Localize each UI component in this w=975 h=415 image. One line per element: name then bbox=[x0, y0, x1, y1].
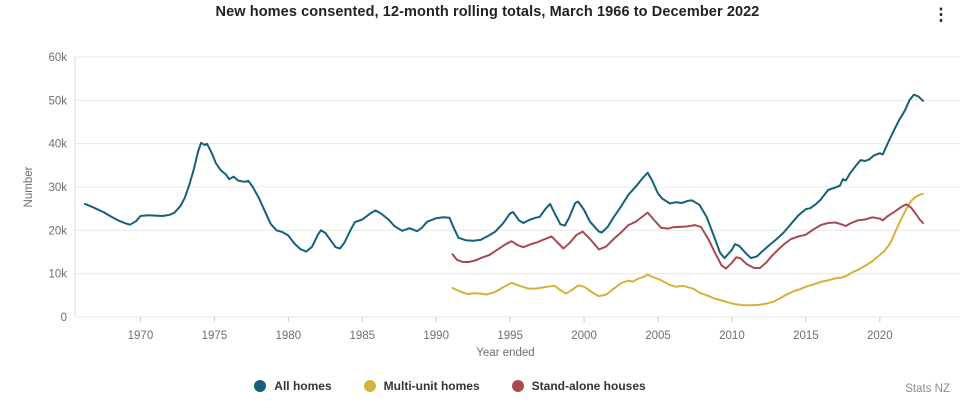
x-axis-title: Year ended bbox=[476, 347, 534, 359]
x-tick-label: 1985 bbox=[349, 330, 375, 342]
y-tick-label: 50k bbox=[48, 95, 67, 107]
multi-unit-homes-dot-icon bbox=[363, 380, 376, 392]
x-tick-label: 1970 bbox=[128, 330, 154, 342]
y-axis-title: Number bbox=[23, 166, 35, 207]
stand-alone-houses-dot-icon bbox=[511, 380, 524, 392]
x-tick-label: 2015 bbox=[793, 330, 819, 342]
chart-legend: All homes Multi-unit homes Stand-alone h… bbox=[0, 379, 900, 393]
legend-item-multi-unit-homes[interactable]: Multi-unit homes bbox=[363, 379, 480, 393]
y-tick-label: 30k bbox=[48, 182, 67, 194]
y-tick-label: 60k bbox=[48, 52, 67, 64]
legend-label: Stand-alone houses bbox=[531, 379, 646, 393]
chart-title: New homes consented, 12-month rolling to… bbox=[215, 4, 760, 20]
x-tick-label: 1990 bbox=[423, 330, 449, 342]
series-line-multi-unit-homes bbox=[451, 192, 924, 307]
y-tick-label: 0 bbox=[61, 312, 67, 324]
series-line-all-homes bbox=[84, 93, 924, 260]
y-tick-label: 10k bbox=[48, 269, 67, 281]
x-tick-label: 2005 bbox=[645, 330, 671, 342]
legend-item-stand-alone-houses[interactable]: Stand-alone houses bbox=[511, 379, 646, 393]
kebab-menu-icon[interactable]: ⋮ bbox=[932, 5, 950, 24]
y-tick-label: 40k bbox=[48, 139, 67, 151]
all-homes-dot-icon bbox=[254, 380, 267, 392]
legend-label: All homes bbox=[274, 379, 332, 393]
x-tick-label: 2020 bbox=[867, 330, 893, 342]
legend-item-all-homes[interactable]: All homes bbox=[254, 379, 332, 393]
y-tick-label: 20k bbox=[48, 225, 67, 237]
series-line-stand-alone-houses bbox=[451, 203, 924, 270]
x-tick-label: 2010 bbox=[719, 330, 745, 342]
x-tick-label: 1975 bbox=[202, 330, 228, 342]
x-tick-label: 1980 bbox=[276, 330, 302, 342]
legend-label: Multi-unit homes bbox=[383, 379, 480, 393]
x-tick-label: 2000 bbox=[571, 330, 597, 342]
stats-nz-attribution: Stats NZ bbox=[905, 383, 950, 395]
x-tick-label: 1995 bbox=[497, 330, 523, 342]
